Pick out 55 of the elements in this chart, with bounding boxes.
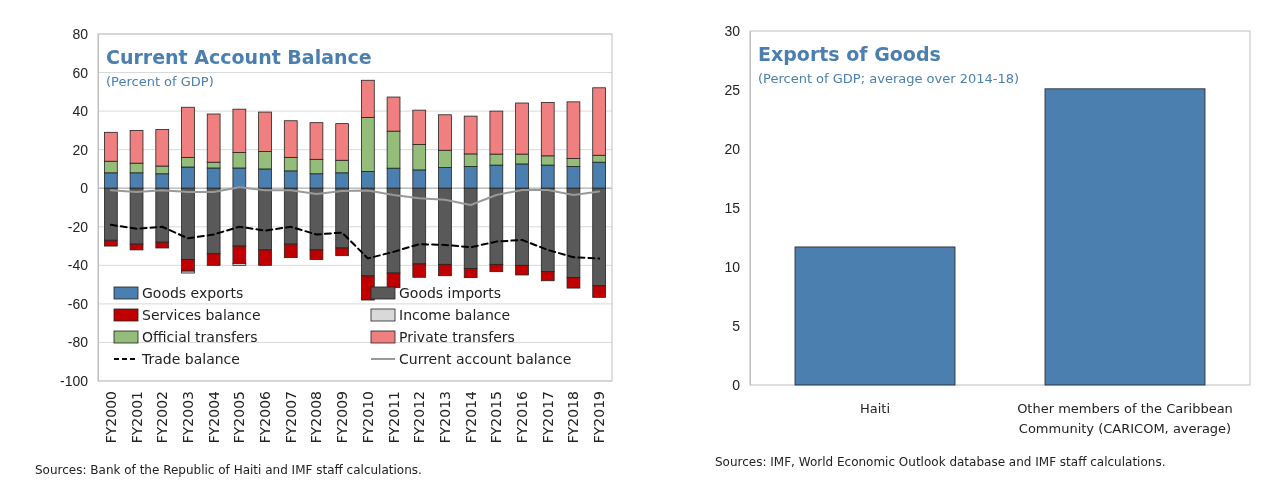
x-tick-label: FY2015 [488, 391, 505, 444]
legend-label: Income balance [399, 307, 511, 323]
x-tick-label: FY2014 [462, 390, 479, 444]
y-tick-label: 25 [724, 81, 741, 98]
y-tick-label: 20 [72, 141, 89, 158]
x-tick-label: FY2000 [102, 391, 119, 444]
line-series [109, 223, 601, 260]
x-tick-label: FY2010 [359, 391, 376, 444]
line-series [109, 186, 601, 206]
x-tick-label: FY2005 [231, 391, 248, 444]
y-tick-label: 10 [724, 258, 741, 275]
text: (Percent of GDP) [106, 74, 214, 89]
x-tick-label: FY2003 [179, 391, 196, 444]
x-tick-label: Other members of the Caribbean Community (CARICOM, average) [1017, 401, 1233, 436]
x-tick-label: FY2013 [436, 391, 453, 444]
y-tick-label: 40 [72, 103, 89, 120]
y-tick-label: -100 [59, 372, 89, 389]
y-tick-label: -20 [67, 218, 89, 235]
y-tick-label: 20 [724, 140, 741, 157]
x-tick-label: FY2018 [565, 391, 582, 444]
legend-label: Current account balance [399, 351, 572, 367]
x-tick-label: FY2007 [282, 391, 299, 444]
text: Current Account Balance [106, 46, 372, 68]
source-note: Sources: IMF, World Economic Outlook database and IMF staff calculations. [715, 455, 1166, 469]
x-tick-label: FY2008 [308, 391, 325, 444]
legend-label: Private transfers [399, 329, 515, 345]
x-tick-label: FY2012 [411, 391, 428, 444]
y-tick-label: -80 [67, 334, 89, 351]
text: Exports of Goods [758, 43, 941, 65]
x-tick-label: FY2009 [334, 391, 351, 444]
x-tick-label: FY2016 [514, 390, 531, 444]
y-tick-label: 5 [732, 317, 741, 334]
y-tick-label: 30 [724, 22, 741, 39]
x-tick-label: FY2019 [591, 391, 608, 444]
y-tick-label: 80 [72, 25, 89, 42]
text: (Percent of GDP; average over 2014-18) [758, 71, 1020, 86]
legend-label: Trade balance [141, 351, 240, 367]
y-tick-label: -40 [67, 257, 89, 274]
legend-label: Goods imports [399, 285, 502, 301]
y-tick-label: 60 [72, 64, 89, 81]
x-tick-label: FY2006 [257, 390, 274, 444]
x-tick-label: Haiti [859, 401, 891, 416]
x-tick-label: FY2004 [205, 390, 222, 444]
y-tick-label: 0 [732, 376, 741, 393]
legend-label: Services balance [142, 307, 261, 323]
y-tick-label: 0 [80, 180, 89, 197]
x-tick-label: FY2001 [128, 391, 145, 444]
x-tick-label: FY2017 [539, 391, 556, 444]
legend-label: Official transfers [142, 329, 258, 345]
y-tick-label: 15 [724, 199, 741, 216]
source-note: Sources: Bank of the Republic of Haiti and IMF staff calculations. [35, 463, 422, 477]
y-tick-label: -60 [67, 295, 89, 312]
x-tick-label: FY2002 [154, 391, 171, 444]
x-tick-label: FY2011 [385, 391, 402, 444]
legend-label: Goods exports [142, 285, 244, 301]
